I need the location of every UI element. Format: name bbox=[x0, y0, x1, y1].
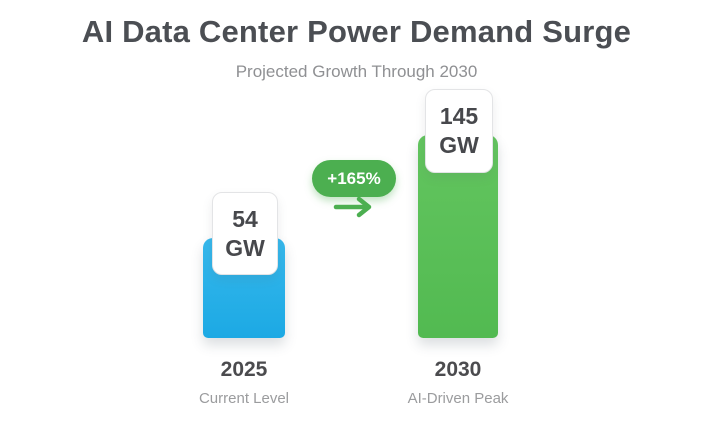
value-card-2025: 54 GW bbox=[212, 192, 278, 275]
value-2025: 54 bbox=[232, 205, 258, 232]
value-2030: 145 bbox=[439, 103, 479, 130]
growth-badge: +165% bbox=[312, 160, 396, 197]
page-subtitle: Projected Growth Through 2030 bbox=[235, 62, 478, 81]
right-arrow-icon bbox=[333, 196, 372, 218]
axis-caption-current-level: Current Level bbox=[198, 390, 290, 407]
value-card-2030: 145 GW bbox=[425, 89, 493, 173]
unit-2025: GW bbox=[225, 234, 265, 261]
unit-2030: GW bbox=[439, 132, 479, 158]
page-title: AI Data Center Power Demand Surge bbox=[81, 14, 632, 49]
axis-label-2025: 2025 bbox=[220, 358, 268, 381]
axis-caption-ai-driven-peak: AI-Driven Peak bbox=[407, 390, 509, 407]
axis-label-2030: 2030 bbox=[434, 358, 482, 381]
